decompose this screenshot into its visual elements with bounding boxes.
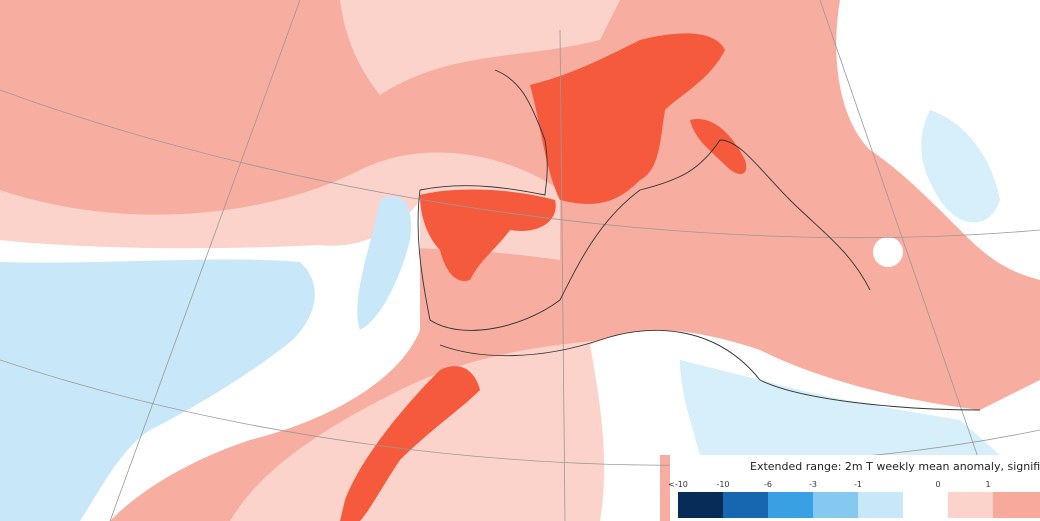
- legend-swatch: [678, 492, 723, 518]
- coastline: [417, 69, 981, 411]
- legend-swatch: [948, 492, 993, 518]
- cold-anomaly-area: [357, 196, 411, 330]
- caption: Extended range: 2m T weekly mean anomaly…: [750, 460, 1040, 473]
- legend-swatch: [903, 492, 948, 518]
- strong-anomaly-area: [690, 119, 747, 175]
- legend-swatches: [678, 492, 1040, 518]
- strong-anomaly-area: [420, 189, 556, 281]
- light-anomaly-area: [340, 0, 620, 95]
- legend-label: 1: [985, 480, 990, 489]
- legend-swatch: [813, 492, 858, 518]
- strong-anomaly-area: [530, 33, 725, 204]
- strong-anomaly-area: [340, 366, 480, 521]
- cold-anomaly-area: [921, 110, 1000, 223]
- legend-swatch: [723, 492, 768, 518]
- light-anomaly-area: [230, 340, 640, 521]
- neutral-area: [873, 237, 903, 267]
- legend-swatch: [858, 492, 903, 518]
- legend-label: -1: [854, 480, 862, 489]
- legend-swatch: [768, 492, 813, 518]
- legend-label: <-10: [668, 480, 688, 489]
- cold-anomaly-area: [680, 360, 1000, 455]
- legend-swatch: [993, 492, 1040, 518]
- legend-label: -10: [716, 480, 729, 489]
- legend-label: -6: [764, 480, 772, 489]
- legend-label: 0: [935, 480, 940, 489]
- legend-label: -3: [809, 480, 817, 489]
